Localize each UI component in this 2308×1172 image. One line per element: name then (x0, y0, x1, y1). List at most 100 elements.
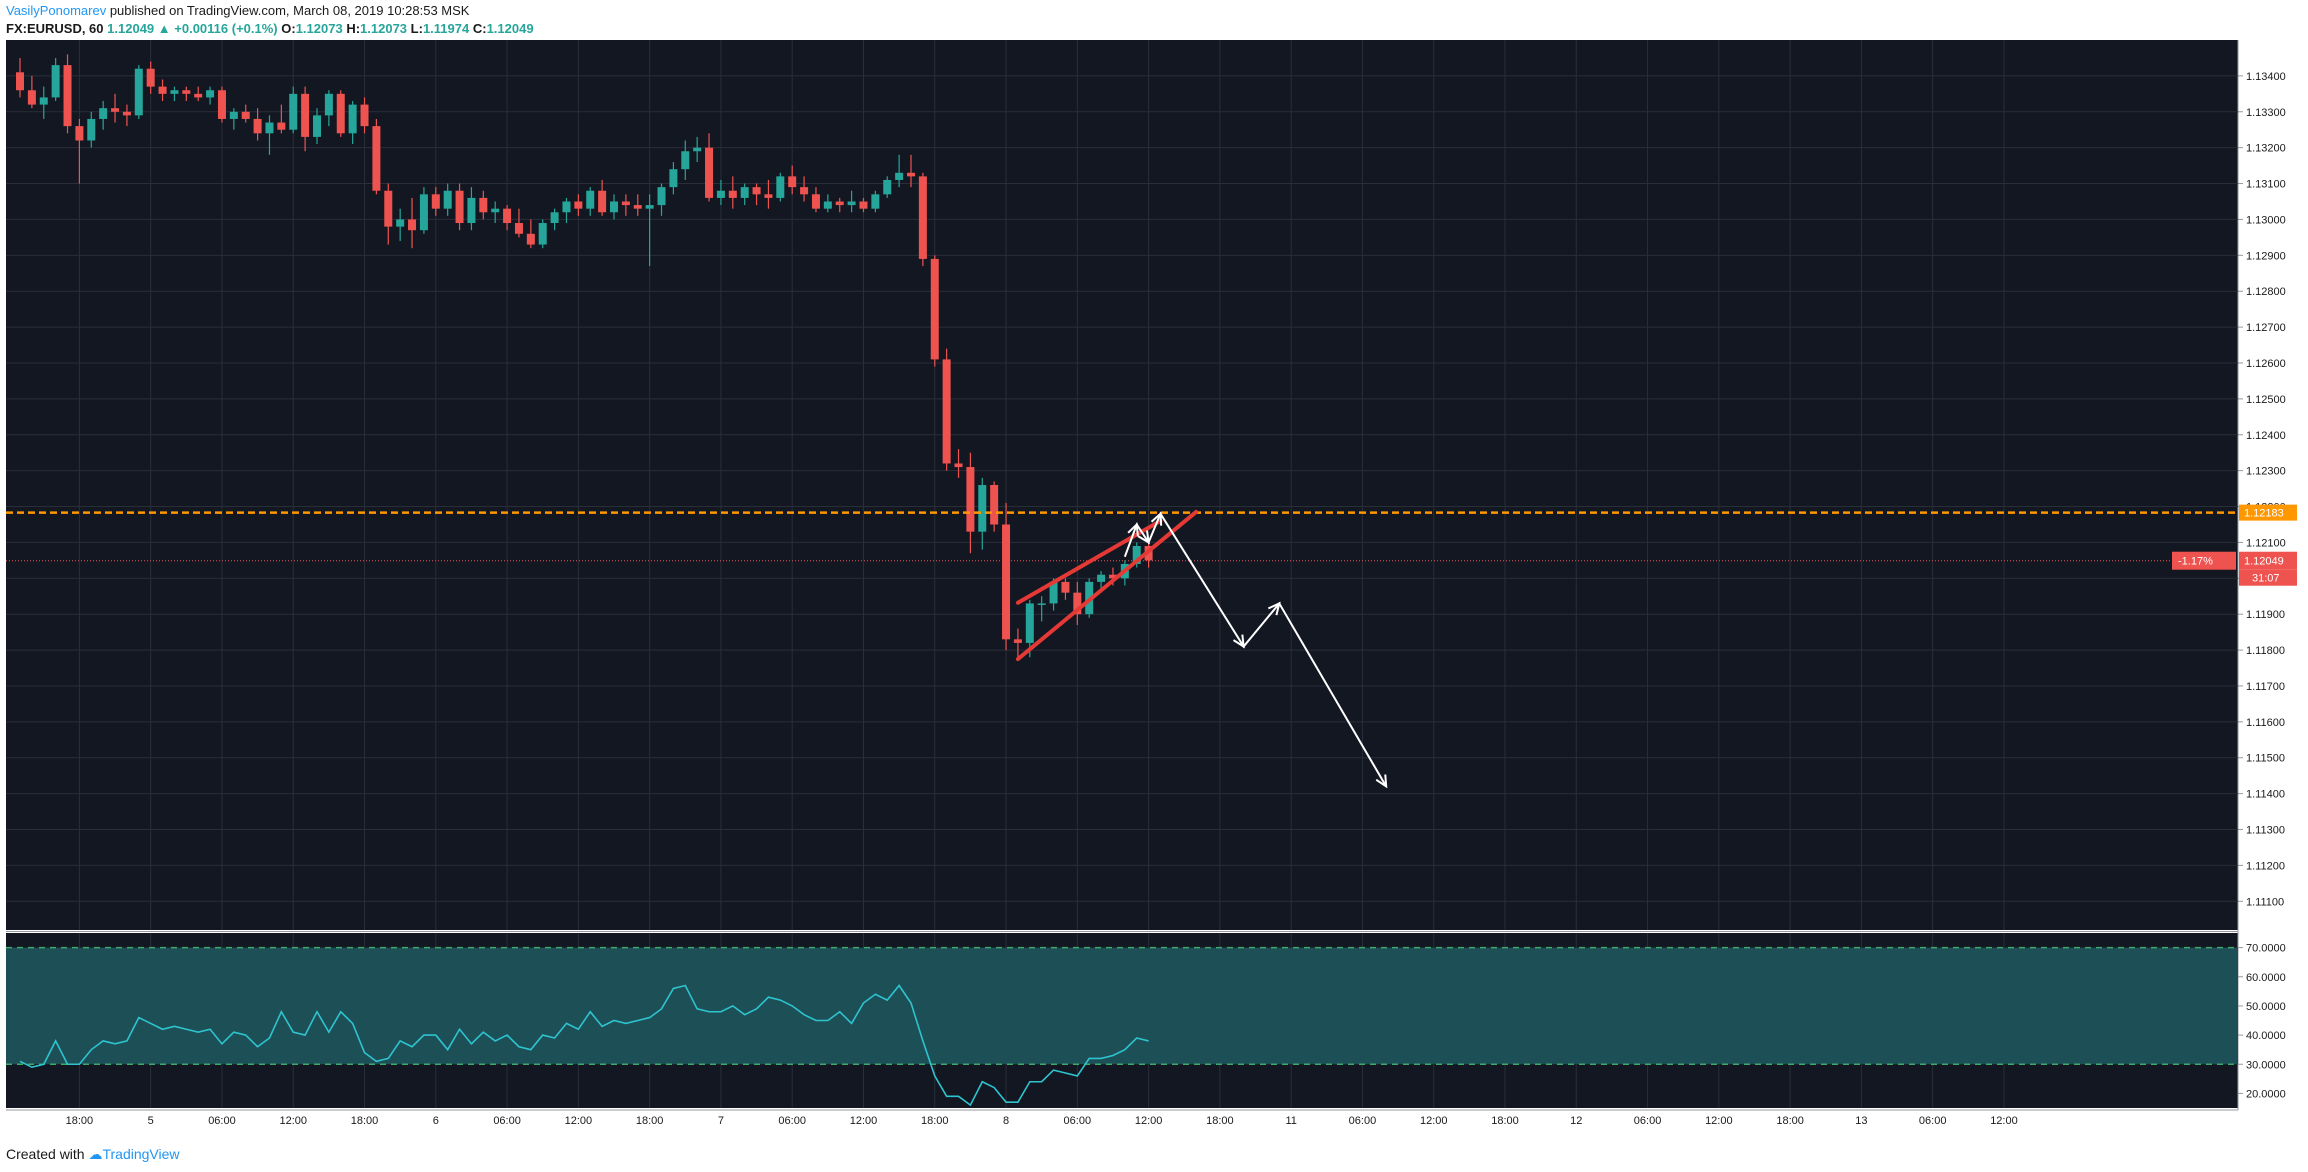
publish-line: VasilyPonomarev published on TradingView… (6, 2, 534, 20)
open-label: O: (281, 21, 296, 36)
candle-body (942, 359, 951, 464)
candle-body (716, 190, 725, 198)
candle-body (811, 194, 820, 209)
candle-body (146, 68, 155, 87)
candle-body (633, 205, 642, 209)
candle-body (978, 485, 987, 532)
current-price-tag (2239, 551, 2297, 570)
candle-body (526, 233, 535, 245)
time-tick-label: 12:00 (850, 1115, 878, 1127)
candle-body (419, 194, 428, 231)
price-tick-label: 1.11300 (2246, 825, 2285, 837)
candle-body (63, 65, 72, 127)
price-pane-bg (6, 40, 2238, 930)
candle-body (776, 176, 785, 198)
candle-body (966, 467, 975, 532)
countdown-tag (2239, 569, 2297, 586)
time-tick-label: 11 (1285, 1115, 1296, 1127)
candle-body (182, 90, 191, 94)
candle-body (835, 201, 844, 206)
candle-body (764, 194, 773, 198)
candle-body (467, 197, 476, 224)
time-tick-label: 18:00 (1491, 1115, 1519, 1127)
high-label: H: (346, 21, 361, 36)
time-tick-label: 18:00 (1776, 1115, 1804, 1127)
candle-body (883, 179, 892, 195)
time-tick-label: 12 (1570, 1115, 1582, 1127)
time-tick-label: 7 (718, 1115, 724, 1127)
time-tick-label: 18:00 (351, 1115, 379, 1127)
candle-body (194, 93, 203, 98)
candle-body (538, 223, 547, 245)
candle-body (823, 201, 832, 209)
time-tick-label: 06:00 (1634, 1115, 1662, 1127)
projection-arrowhead (1127, 522, 1139, 537)
price-tick-label: 1.13200 (2246, 143, 2286, 155)
candle-body (1132, 546, 1141, 564)
rsi-tick-label: 60.0000 (2246, 972, 2286, 984)
candle-body (265, 122, 274, 134)
candle-body (313, 115, 321, 137)
candle-body (859, 201, 868, 209)
candle-body (990, 485, 999, 525)
resistance-price-tag (2239, 504, 2297, 521)
price-tick-label: 1.12300 (2246, 466, 2286, 478)
chart-header: VasilyPonomarev published on TradingView… (6, 2, 534, 42)
candle-body (598, 190, 607, 213)
candle-body (479, 197, 488, 213)
time-tick-label: 06:00 (493, 1115, 521, 1127)
candle-body (871, 194, 880, 209)
candle-body (122, 111, 131, 116)
candle-body (301, 93, 310, 137)
candle-body (895, 172, 904, 180)
channel-lower-line (1015, 509, 1199, 662)
low-value: 1.11974 (422, 21, 470, 36)
time-tick-label: 18:00 (1206, 1115, 1234, 1127)
candle-body (681, 151, 690, 170)
candle-body (253, 118, 262, 134)
candle-body (241, 111, 250, 119)
projection-arrowhead (1232, 634, 1245, 649)
price-tick-label: 1.11700 (2246, 681, 2285, 693)
price-tick-label: 1.11900 (2246, 609, 2285, 621)
candle-body (206, 90, 215, 98)
candle-body (277, 122, 286, 130)
projection-arrowhead (1137, 530, 1150, 545)
footer: Created with ☁TradingView (6, 1146, 180, 1163)
low-label: L: (410, 21, 423, 36)
time-tick-label: 18:00 (66, 1115, 94, 1127)
time-tick-label: 06:00 (778, 1115, 806, 1127)
price-tick-label: 1.12600 (2246, 358, 2286, 370)
rsi-band (6, 947, 2238, 1065)
price-tick-label: 1.12800 (2246, 286, 2286, 298)
tradingview-brand-link[interactable]: TradingView (102, 1146, 180, 1162)
candle-body (134, 68, 143, 116)
time-tick-label: 18:00 (921, 1115, 949, 1127)
projection-arrowhead (1267, 601, 1281, 616)
time-tick-label: 12:00 (1420, 1115, 1448, 1127)
price-tick-label: 1.12500 (2246, 394, 2286, 406)
candle-body (645, 205, 654, 209)
author-link[interactable]: VasilyPonomarev (6, 3, 107, 18)
candle-body (752, 187, 761, 195)
time-tick-label: 12:00 (1990, 1115, 2018, 1127)
candle-body (289, 93, 298, 130)
chart-canvas[interactable]: 1.13400 1.13300 1.13200 1.13100 1.13000 1.129… (0, 40, 2308, 1138)
candle-body (229, 111, 238, 119)
published-text: published on TradingView.com, March 08, … (109, 3, 470, 18)
time-tick-label: 12:00 (565, 1115, 593, 1127)
high-value: 1.12073 (360, 21, 408, 36)
change-label: -1.17% (2178, 556, 2213, 568)
time-tick-label: 12:00 (1705, 1115, 1733, 1127)
candle-body (503, 208, 512, 224)
candle-body (396, 219, 405, 227)
price-tick-label: 1.12400 (2246, 430, 2286, 442)
candle-body (550, 212, 559, 224)
candle-body (443, 190, 452, 209)
candle-body (51, 65, 60, 98)
candle-body (1037, 603, 1046, 605)
candle-body (514, 223, 523, 234)
projection-arrowhead (1375, 774, 1388, 789)
price-axis-bg (2238, 40, 2308, 1136)
time-tick-label: 12:00 (1135, 1115, 1163, 1127)
